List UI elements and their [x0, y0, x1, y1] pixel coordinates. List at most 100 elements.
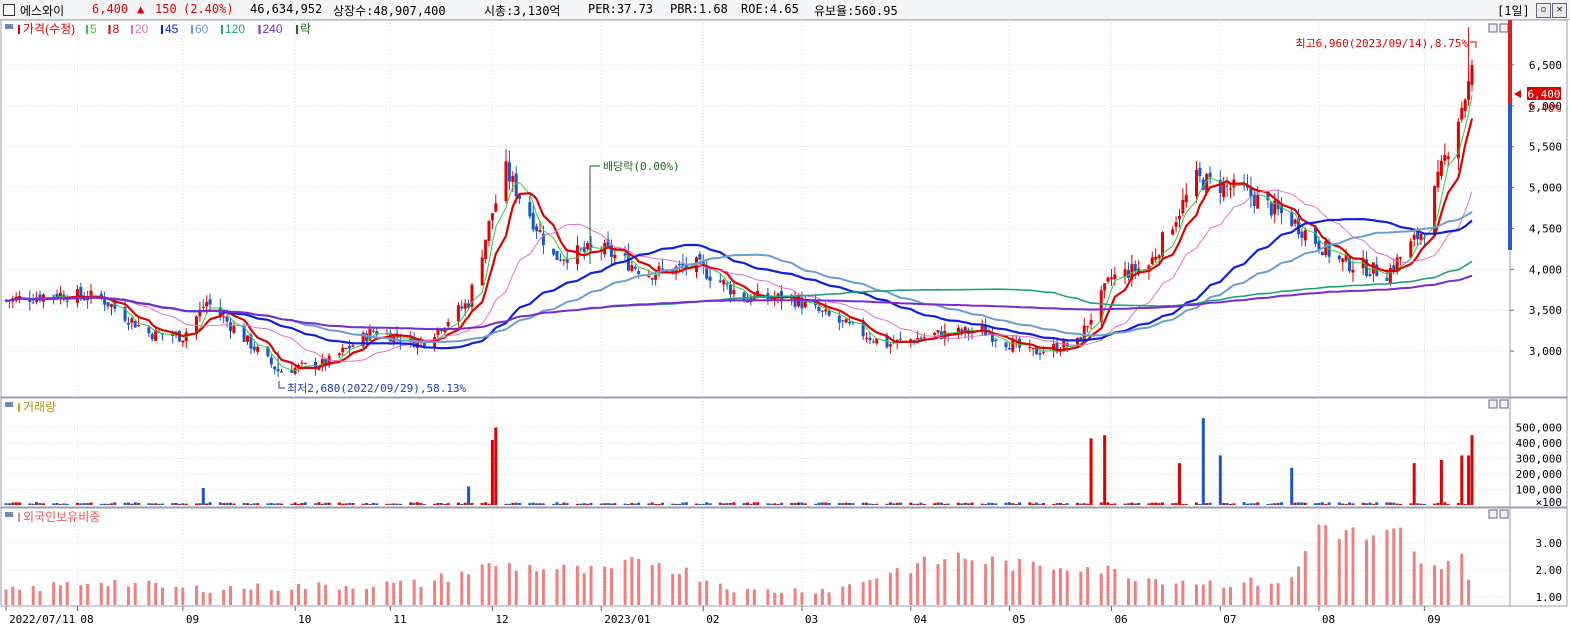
candle-body	[1246, 185, 1250, 188]
foreign-ratio-bar	[439, 573, 443, 605]
foreign-ratio-bar	[1303, 551, 1307, 605]
volume-bar	[909, 502, 913, 505]
volume-bar	[344, 503, 348, 505]
volume-bar	[1229, 504, 1233, 506]
candle-body	[89, 290, 93, 299]
legend-price-title: 가격(수정)	[23, 22, 75, 36]
ma-8-line	[5, 118, 1474, 370]
volume-bar	[963, 502, 967, 505]
candle-body	[541, 233, 545, 246]
candle-body	[1177, 215, 1181, 219]
volume-bar	[728, 502, 732, 505]
candle-body	[1113, 274, 1117, 279]
candle-body	[657, 266, 661, 273]
foreign-ratio-bar	[1086, 567, 1090, 605]
foreign-ratio-bar	[1371, 535, 1375, 605]
volume-bar	[351, 502, 355, 505]
panel-handle-icon[interactable]	[5, 402, 13, 407]
candle-body	[633, 266, 637, 269]
candle-body	[868, 337, 872, 341]
panel-handle-icon[interactable]	[5, 512, 13, 517]
panel-max-icon[interactable]	[1488, 509, 1498, 519]
candle-body	[1314, 227, 1318, 244]
volume-bar	[150, 503, 154, 505]
foreign-grid	[2, 542, 1510, 598]
volume-bar	[75, 502, 79, 505]
volume-bar	[409, 502, 413, 505]
foreign-ratio-bar	[507, 562, 511, 605]
candle-body	[1031, 347, 1035, 350]
panel-close-icon[interactable]	[1499, 399, 1509, 409]
volume-bar	[327, 502, 331, 505]
volume-bar	[841, 503, 845, 505]
foreign-ratio-bar	[1052, 569, 1056, 605]
candle-body	[113, 302, 117, 309]
restore-icon[interactable]: ▫	[1536, 3, 1551, 18]
foreign-ratio-bar	[58, 585, 62, 605]
legend-ma-45-icon	[161, 25, 163, 34]
volume-bar	[266, 503, 270, 505]
low-arrow-icon	[278, 381, 285, 389]
candle-body	[205, 302, 209, 307]
volume-bar	[399, 503, 403, 505]
candle-body	[133, 320, 137, 328]
volume-bar	[1123, 503, 1127, 505]
candle-body	[916, 338, 920, 341]
volume-bar	[650, 502, 654, 505]
candle-body	[817, 306, 821, 312]
volume-bar	[575, 503, 579, 505]
foreign-ratio-bar	[290, 589, 294, 605]
volume-bar	[916, 503, 920, 505]
volume-bar	[337, 502, 341, 505]
volume-bar	[752, 502, 756, 505]
price-change: 150	[155, 2, 177, 16]
volume-bar	[205, 503, 209, 505]
candle-body	[1126, 270, 1130, 278]
volume-bar	[439, 502, 443, 505]
candle-body	[960, 329, 964, 333]
volume-bar	[487, 503, 491, 505]
volume-bar	[433, 503, 437, 505]
foreign-ratio-bar	[827, 592, 831, 605]
panel-buttons[interactable]	[1488, 23, 1509, 519]
candle-body	[963, 327, 967, 333]
volume-bar	[531, 502, 535, 505]
legend-ma-240-icon	[258, 25, 261, 34]
volume-bar	[613, 503, 617, 505]
price-ytick-label: 3,000	[1529, 345, 1562, 358]
candle-body	[1290, 211, 1294, 227]
volume-bar	[1133, 503, 1137, 505]
candle-body	[487, 220, 491, 241]
stock-name: 에스와이	[20, 4, 65, 18]
volume-bar	[1041, 502, 1045, 505]
panel-max-icon[interactable]	[1488, 399, 1498, 409]
close-icon[interactable]: ✕	[1552, 3, 1567, 18]
legend-ma-120: 120	[225, 22, 245, 36]
volume-bar	[1171, 503, 1175, 505]
candle-body	[1038, 353, 1042, 355]
foreign-ratio-bar	[1222, 587, 1226, 605]
candle-body	[252, 346, 256, 351]
panel-close-icon[interactable]	[1499, 509, 1509, 519]
foreign-ratio-bar	[684, 567, 688, 605]
candle-body	[422, 343, 426, 347]
volume-bar	[171, 503, 175, 505]
foreign-ratio-bar	[562, 564, 566, 605]
volume-bar	[1348, 502, 1352, 505]
volume-bar	[674, 503, 678, 505]
select-checkbox[interactable]	[3, 4, 15, 16]
panel-max-icon[interactable]	[1488, 23, 1498, 33]
stock-chart[interactable]: 6,500 6,000 5,500 5,000 4,500 4,000 3,500 3,000…	[0, 20, 1570, 629]
candle-body	[344, 347, 348, 349]
volume-bar	[133, 502, 137, 505]
panel-handle-icon[interactable]	[5, 24, 13, 29]
foreign-ratio-bar	[698, 581, 702, 605]
panel-close-icon[interactable]	[1499, 23, 1509, 33]
candle-body	[1205, 174, 1209, 193]
period-selector[interactable]: [1일]	[1497, 4, 1530, 18]
foreign-ratio-bar	[1256, 585, 1260, 605]
foreign-ratio-bar	[922, 556, 926, 605]
foreign-ratio-bar	[1433, 565, 1437, 605]
volume-bar	[987, 502, 991, 505]
foreign-ratio-bar	[154, 583, 158, 605]
